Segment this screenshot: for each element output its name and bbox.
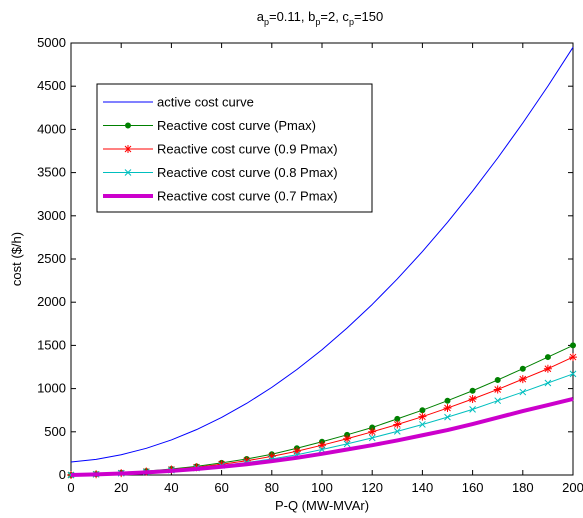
data-point: [544, 354, 551, 361]
title-subscript: p: [349, 17, 354, 27]
data-point: [419, 421, 426, 428]
data-point: [543, 364, 552, 373]
x-tick-label: 200: [562, 480, 583, 495]
legend-item: active cost curve: [103, 95, 254, 110]
x-tick-label: 20: [114, 480, 128, 495]
data-point: [444, 413, 451, 421]
x-tick-label: 120: [361, 480, 383, 495]
y-tick-label: 3000: [37, 208, 66, 223]
data-point: [343, 434, 352, 443]
data-point: [343, 440, 351, 448]
x-tick-label: 100: [311, 480, 333, 495]
chart-title: ap=0.11, bp=2, cp=150: [257, 9, 384, 27]
x-tick-label: 60: [214, 480, 228, 495]
y-tick-label: 1000: [37, 381, 66, 396]
legend-box: [96, 83, 373, 213]
legend-marker: [124, 169, 132, 176]
y-tick-label: 3500: [37, 165, 66, 180]
legend-item: Reactive cost curve (0.8 Pmax): [103, 165, 338, 180]
data-point: [468, 394, 477, 403]
legend-item: Reactive cost curve (Pmax): [103, 118, 316, 133]
x-axis-title: P-Q (MW-MVAr): [275, 498, 369, 513]
ticks-layer: 0 20 40 60 80 100 120 140 160 180 2000500100015002…: [37, 35, 583, 495]
data-point: [493, 385, 502, 394]
legend-label: Reactive cost curve (0.7 Pmax): [157, 189, 338, 204]
data-point: [518, 375, 527, 384]
title-subscript: p: [264, 17, 269, 27]
data-point: [217, 460, 226, 469]
y-tick-label: 1500: [37, 337, 66, 352]
legend-marker: [125, 122, 131, 129]
data-point: [292, 447, 301, 456]
legend-item: Reactive cost curve (0.7 Pmax): [103, 189, 338, 204]
x-tick-label: 0: [67, 480, 74, 495]
data-point: [368, 427, 377, 436]
data-point: [443, 404, 452, 413]
series-line: [70, 47, 574, 463]
legend-marker: [124, 145, 132, 153]
data-point: [242, 456, 251, 465]
legend-label: Reactive cost curve (0.8 Pmax): [157, 165, 338, 180]
data-point: [393, 420, 402, 429]
x-tick-label: 160: [462, 480, 484, 495]
legend-label: Reactive cost curve (Pmax): [157, 118, 316, 133]
data-point: [494, 397, 502, 405]
data-point: [393, 428, 401, 435]
legend-label: Reactive cost curve (0.9 Pmax): [157, 142, 338, 157]
data-point: [267, 452, 276, 461]
data-point: [494, 376, 501, 383]
x-tick-label: 140: [412, 480, 434, 495]
series-1: [70, 47, 574, 463]
y-axis-title: cost ($/h): [9, 232, 24, 286]
x-tick-label: 40: [164, 480, 178, 495]
title-subscript: p: [315, 17, 320, 27]
title-part: =0.11, b: [269, 9, 315, 24]
data-point: [469, 405, 476, 413]
data-point: [519, 365, 526, 372]
data-point: [444, 397, 451, 404]
data-point: [469, 387, 476, 394]
data-point: [418, 412, 427, 421]
title-part: =2, c: [320, 9, 349, 24]
x-tick-label: 80: [265, 480, 279, 495]
legend-item: Reactive cost curve (0.9 Pmax): [103, 142, 338, 157]
y-tick-label: 500: [44, 424, 66, 439]
series-line: [70, 397, 574, 477]
y-tick-label: 4500: [37, 78, 66, 93]
legend: active cost curve Reactive cost curve (Pm…: [96, 83, 373, 213]
data-point: [569, 370, 577, 378]
data-point: [544, 379, 552, 387]
data-point: [570, 342, 576, 349]
y-tick-label: 0: [59, 467, 66, 482]
title-part: =150: [354, 9, 383, 24]
data-point: [419, 407, 426, 414]
series-layer: [67, 47, 577, 479]
y-tick-label: 4000: [37, 121, 66, 136]
legend-label: active cost curve: [157, 95, 254, 110]
data-point: [318, 441, 326, 450]
data-point: [519, 388, 527, 396]
y-tick-label: 5000: [37, 35, 66, 50]
series-5: [70, 397, 574, 477]
title-part: a: [257, 9, 265, 24]
y-tick-label: 2000: [37, 294, 66, 309]
y-tick-label: 2500: [37, 251, 66, 266]
data-point: [368, 434, 376, 442]
data-point: [569, 353, 577, 362]
x-tick-label: 180: [512, 480, 534, 495]
